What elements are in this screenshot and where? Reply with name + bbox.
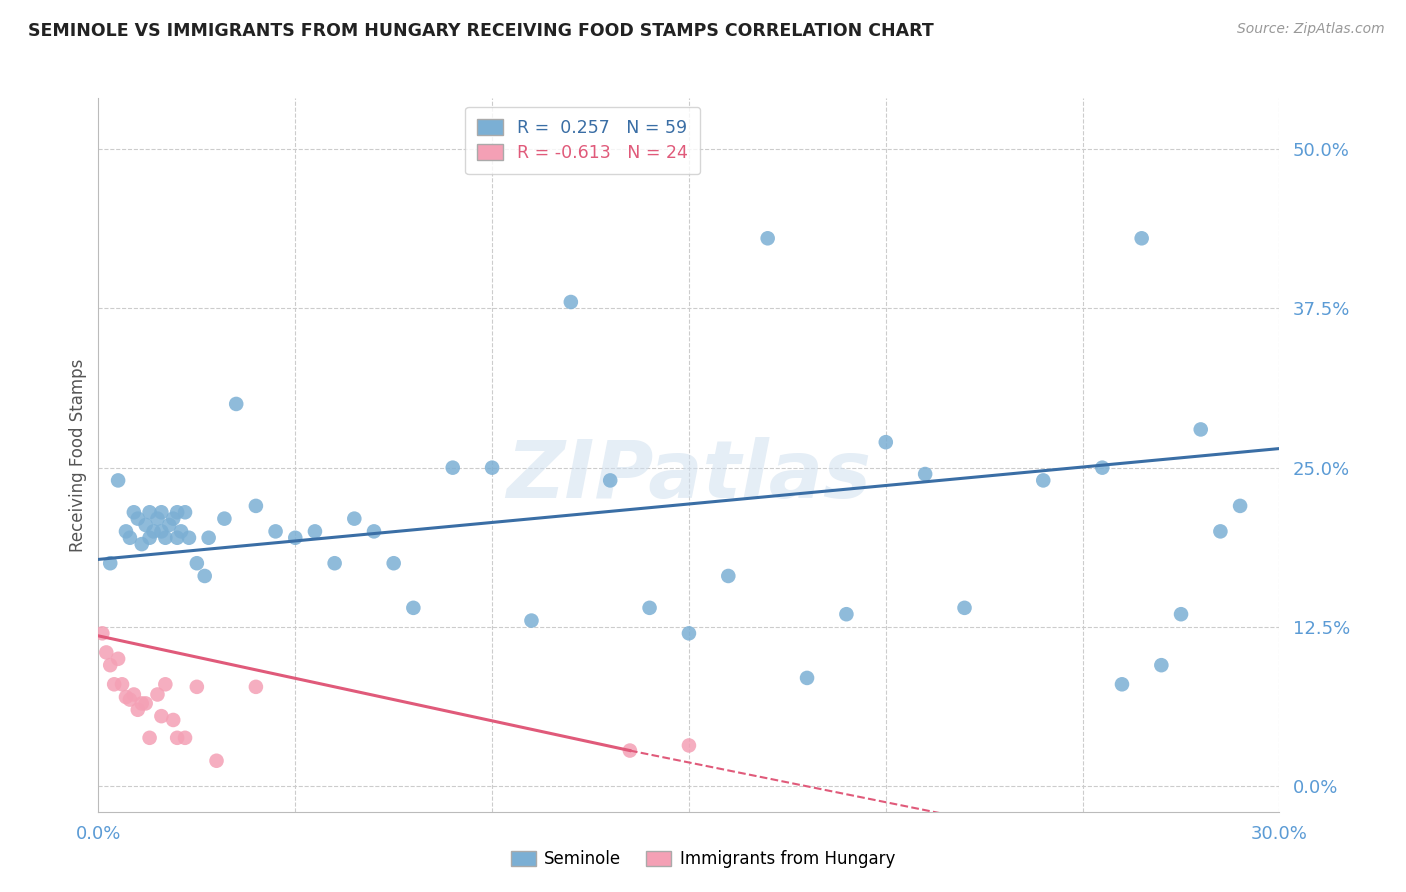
Point [1130, 231, 1153, 245]
Point [441, 460, 464, 475]
Point [205, 754, 228, 768]
Point [1111, 677, 1133, 691]
Point [127, 511, 149, 525]
Point [678, 626, 700, 640]
Point [91, 626, 114, 640]
Point [264, 524, 287, 539]
Point [131, 537, 153, 551]
Point [914, 467, 936, 481]
Point [122, 505, 145, 519]
Point [115, 690, 138, 704]
Text: SEMINOLE VS IMMIGRANTS FROM HUNGARY RECEIVING FOOD STAMPS CORRELATION CHART: SEMINOLE VS IMMIGRANTS FROM HUNGARY RECE… [28, 22, 934, 40]
Point [142, 524, 165, 539]
Point [875, 435, 897, 450]
Point [678, 739, 700, 753]
Point [98, 556, 121, 570]
Point [1189, 422, 1212, 436]
Point [155, 531, 177, 545]
Point [135, 697, 157, 711]
Point [162, 713, 184, 727]
Point [284, 531, 307, 545]
Point [122, 688, 145, 702]
Point [138, 505, 160, 519]
Point [98, 658, 121, 673]
Point [177, 531, 200, 545]
Point [111, 677, 134, 691]
Point [756, 231, 779, 245]
Legend: R =  0.257   N = 59, R = -0.613   N = 24: R = 0.257 N = 59, R = -0.613 N = 24 [465, 107, 700, 174]
Point [304, 524, 326, 539]
Point [402, 600, 425, 615]
Point [150, 709, 173, 723]
Point [103, 677, 125, 691]
Y-axis label: Receiving Food Stamps: Receiving Food Stamps [69, 359, 87, 551]
Point [162, 511, 184, 525]
Point [225, 397, 247, 411]
Point [127, 703, 149, 717]
Point [118, 692, 141, 706]
Point [835, 607, 858, 622]
Point [131, 697, 153, 711]
Point [170, 524, 193, 539]
Point [155, 677, 177, 691]
Point [138, 531, 160, 545]
Point [174, 731, 197, 745]
Point [245, 499, 267, 513]
Point [115, 524, 138, 539]
Point [146, 511, 169, 525]
Point [953, 600, 976, 615]
Point [619, 743, 641, 757]
Point [197, 531, 219, 545]
Point [560, 295, 582, 310]
Point [186, 680, 208, 694]
Point [166, 531, 188, 545]
Point [1150, 658, 1173, 673]
Point [382, 556, 405, 570]
Point [1091, 460, 1114, 475]
Point [157, 518, 180, 533]
Point [166, 505, 188, 519]
Point [174, 505, 197, 519]
Point [323, 556, 346, 570]
Point [1229, 499, 1251, 513]
Point [214, 511, 236, 525]
Point [363, 524, 385, 539]
Point [717, 569, 740, 583]
Point [796, 671, 818, 685]
Point [96, 645, 118, 659]
Point [194, 569, 217, 583]
Point [135, 518, 157, 533]
Point [1209, 524, 1232, 539]
Point [146, 688, 169, 702]
Point [481, 460, 503, 475]
Point [166, 731, 188, 745]
Point [245, 680, 267, 694]
Point [1032, 474, 1054, 488]
Point [107, 474, 129, 488]
Point [107, 652, 129, 666]
Point [118, 531, 141, 545]
Point [599, 474, 621, 488]
Point [520, 614, 543, 628]
Point [343, 511, 366, 525]
Point [150, 505, 173, 519]
Point [186, 556, 208, 570]
Text: ZIPatlas: ZIPatlas [506, 437, 872, 516]
Point [150, 524, 173, 539]
Point [638, 600, 661, 615]
Point [1170, 607, 1192, 622]
Text: Source: ZipAtlas.com: Source: ZipAtlas.com [1237, 22, 1385, 37]
Point [138, 731, 160, 745]
Legend: Seminole, Immigrants from Hungary: Seminole, Immigrants from Hungary [505, 844, 901, 875]
